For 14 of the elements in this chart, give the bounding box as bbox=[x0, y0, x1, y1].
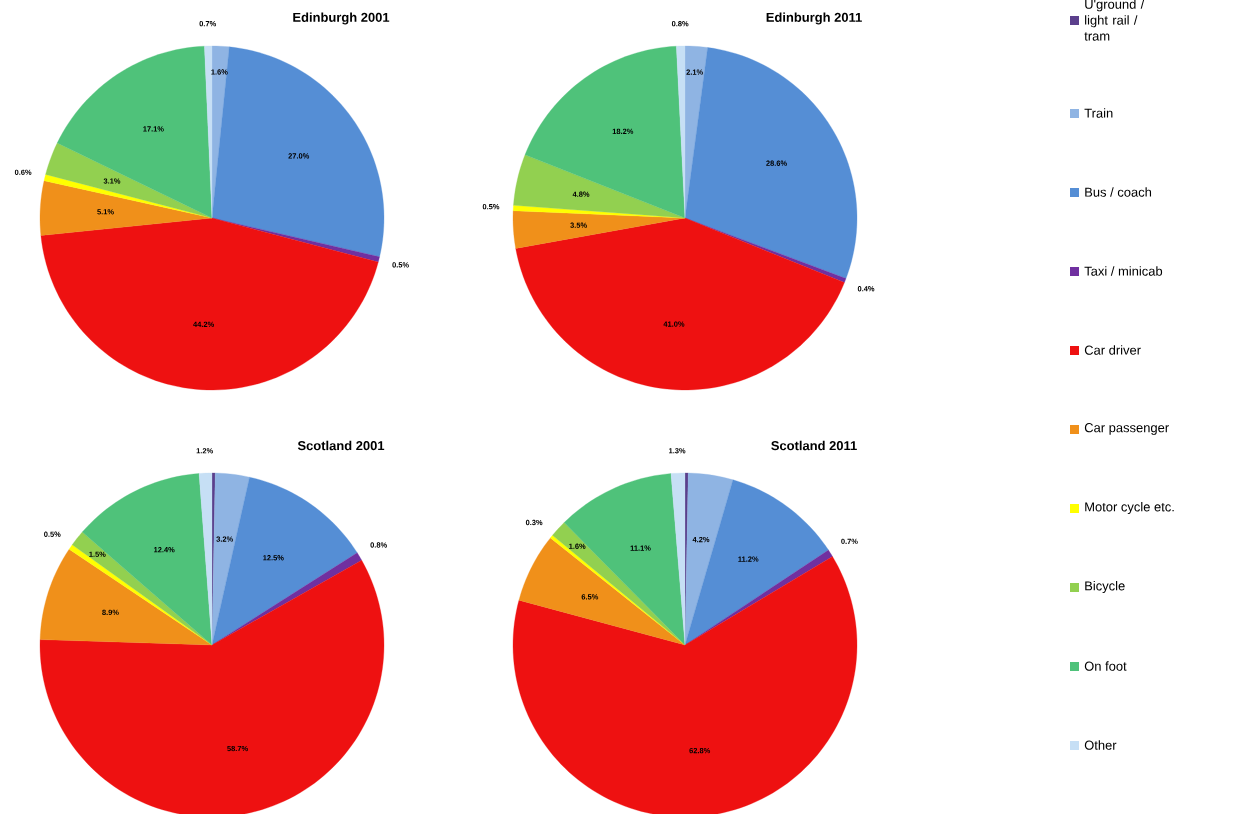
legend-label: On foot bbox=[1084, 661, 1127, 671]
chart-title: Edinburgh 2011 bbox=[766, 12, 862, 25]
legend-label: Bicycle bbox=[1085, 580, 1125, 594]
text: Edinburgh 2001 bbox=[293, 12, 390, 25]
legend-label: Bus / coach bbox=[1085, 187, 1152, 197]
legend-label: Other bbox=[1084, 740, 1117, 750]
legend-label: Train bbox=[1084, 108, 1113, 118]
chart-title: Scotland 2001 bbox=[297, 440, 385, 451]
legend-label: Taxi / minicab bbox=[1084, 266, 1163, 276]
chart-title: Scotland 2011 bbox=[771, 440, 857, 451]
legend-label: U'ground / light rail / tram bbox=[1084, 0, 1145, 41]
legend-label: Motor cycle etc. bbox=[1085, 501, 1174, 515]
legend-label: Car driver bbox=[1084, 345, 1141, 355]
legend-label: Car passenger bbox=[1084, 423, 1169, 435]
